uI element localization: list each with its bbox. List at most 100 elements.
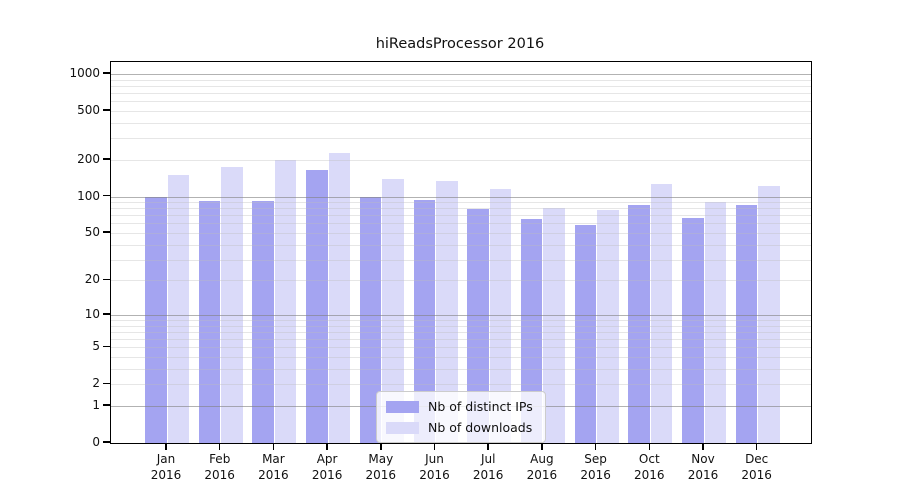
y-tick-mark [103, 72, 110, 74]
minor-gridline [111, 93, 811, 95]
minor-gridline [111, 215, 811, 217]
x-tick-label-nov: Nov 2016 [687, 452, 719, 482]
minor-gridline [111, 320, 811, 322]
x-tick-label-jul: Jul 2016 [472, 452, 504, 482]
bar-downloads-may [382, 178, 404, 443]
x-tick-label-mar: Mar 2016 [258, 452, 289, 482]
bar-downloads-feb [221, 166, 243, 443]
bar-downloads-apr [328, 153, 351, 443]
bar-ips-jan [145, 196, 167, 443]
y-tick-mark [103, 404, 110, 406]
minor-gridline [111, 110, 811, 112]
minor-gridline [111, 232, 811, 234]
minor-gridline [111, 331, 811, 333]
y-tick-label: 100 [77, 188, 100, 203]
y-tick-label: 1000 [69, 66, 100, 80]
x-tick-label-oct: Oct 2016 [634, 452, 665, 482]
legend-label: Nb of distinct IPs [428, 399, 533, 414]
bar-ips-aug [520, 219, 543, 443]
x-tick-mark [165, 443, 167, 450]
bar-ips-mar [252, 200, 274, 443]
bar-downloads-dec [758, 186, 780, 443]
minor-gridline [111, 339, 811, 341]
legend-swatch-icon [386, 421, 419, 434]
x-tick-mark [541, 443, 543, 450]
x-tick-mark [218, 443, 221, 450]
y-tick-mark [103, 382, 110, 385]
legend: Nb of distinct IPs Nb of downloads [376, 391, 546, 443]
x-tick-mark [433, 443, 436, 450]
bar-ips-nov [682, 217, 704, 443]
minor-gridline [111, 202, 811, 204]
bars-layer [111, 62, 811, 443]
bar-ips-oct [628, 205, 650, 443]
minor-gridline [111, 347, 811, 349]
bar-downloads-aug [543, 208, 565, 443]
x-tick-label-apr: Apr 2016 [311, 452, 343, 482]
y-tick-mark [103, 313, 110, 315]
y-tick-mark [103, 194, 110, 197]
minor-gridline [111, 244, 811, 246]
y-tick-label: 20 [84, 272, 100, 287]
bar-downloads-jan [167, 175, 189, 443]
minor-gridline [111, 357, 811, 359]
bar-ips-sep [574, 225, 597, 443]
minor-gridline [111, 101, 811, 103]
y-tick-mark [103, 231, 110, 233]
legend-item-distinct-ips: Nb of distinct IPs [386, 399, 533, 414]
y-tick-label: 10 [84, 306, 100, 321]
x-tick-label-sep: Sep 2016 [580, 452, 611, 482]
y-tick-mark [103, 109, 110, 111]
x-tick-mark [594, 443, 597, 450]
minor-gridline [111, 85, 811, 87]
x-tick-mark [487, 443, 489, 450]
x-tick-label-dec: Dec 2016 [741, 452, 772, 482]
bar-downloads-nov [704, 202, 726, 443]
x-tick-mark [380, 443, 382, 450]
major-gridline [111, 74, 811, 75]
x-tick-label-jun: Jun 2016 [419, 452, 450, 482]
major-gridline [111, 314, 811, 316]
minor-gridline [111, 280, 811, 282]
minor-gridline [111, 384, 811, 386]
chart-title: hiReadsProcessor 2016 [375, 36, 545, 52]
x-tick-mark [755, 443, 758, 450]
y-tick-mark [103, 441, 110, 443]
major-gridline [111, 196, 811, 198]
x-tick-label-aug: Aug 2016 [526, 452, 558, 482]
bar-downloads-mar [274, 160, 297, 443]
y-tick-label: 5 [92, 339, 100, 354]
x-tick-mark [648, 443, 651, 450]
x-tick-mark [272, 443, 275, 450]
bar-ips-may [359, 196, 382, 443]
bar-ips-feb [198, 200, 221, 443]
plot-area: Nb of distinct IPs Nb of downloads [110, 61, 812, 444]
y-tick-mark [103, 345, 110, 348]
bar-ips-jul [467, 208, 489, 443]
x-tick-label-jan: Jan 2016 [150, 452, 182, 482]
minor-gridline [111, 223, 811, 225]
y-tick-label: 2 [92, 376, 100, 391]
y-tick-label: 500 [77, 102, 100, 117]
x-tick-mark [702, 443, 704, 450]
bar-downloads-sep [597, 210, 619, 443]
bar-downloads-oct [650, 183, 673, 443]
bar-ips-apr [306, 170, 328, 443]
x-tick-label-feb: Feb 2016 [204, 452, 235, 482]
bar-ips-dec [735, 205, 758, 443]
minor-gridline [111, 259, 811, 261]
bar-ips-jun [413, 199, 435, 443]
y-tick-label: 0 [92, 435, 100, 449]
minor-gridline [111, 208, 811, 210]
legend-label: Nb of downloads [428, 420, 533, 435]
bar-downloads-jul [489, 189, 512, 443]
y-tick-label: 1 [92, 397, 100, 412]
minor-gridline [111, 122, 811, 124]
grid-layer [111, 62, 811, 443]
y-tick-mark [103, 278, 110, 281]
legend-swatch-icon [386, 400, 419, 413]
bar-downloads-jun [436, 181, 458, 443]
y-tick-label: 50 [84, 224, 100, 239]
minor-gridline [111, 368, 811, 370]
